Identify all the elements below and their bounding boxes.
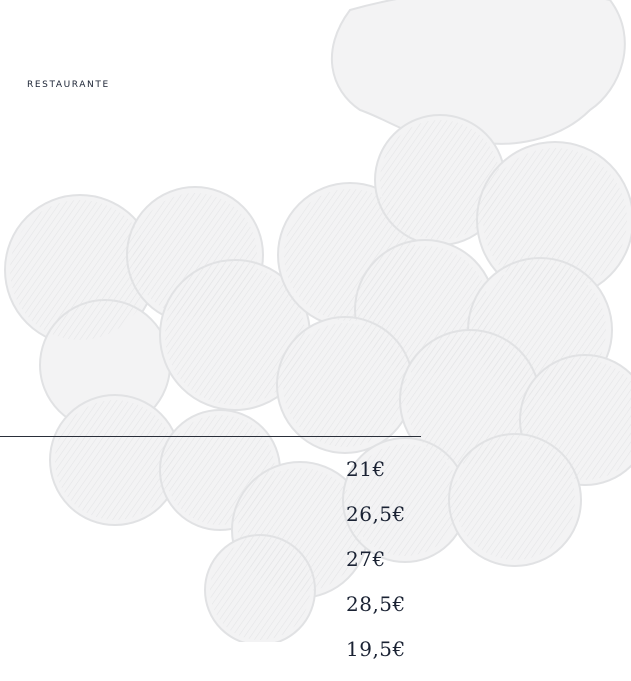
grape-bunch-engraving-icon bbox=[4, 0, 631, 642]
price-list: 21€ 26,5€ 27€ 28,5€ 19,5€ bbox=[346, 456, 406, 681]
section-divider bbox=[0, 436, 421, 437]
logo-mark: ) bbox=[0, 60, 3, 104]
price-item: 21€ bbox=[346, 457, 386, 481]
price-item: 19,5€ bbox=[346, 637, 406, 661]
logo-label: RESTAURANTE bbox=[27, 80, 110, 90]
price-item: 28,5€ bbox=[346, 592, 406, 616]
price-item: 26,5€ bbox=[346, 502, 406, 526]
price-item: 27€ bbox=[346, 547, 386, 571]
